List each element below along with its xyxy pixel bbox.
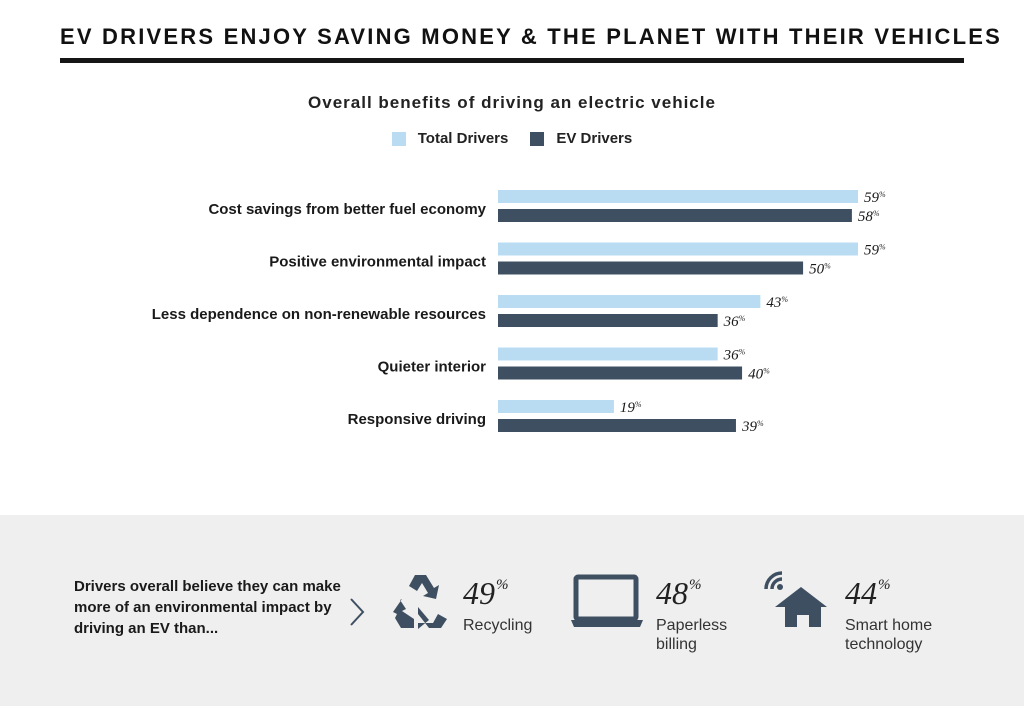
data-label-ev: 58% — [858, 209, 880, 225]
category-label: Quieter interior — [378, 359, 487, 376]
recycling-icon — [393, 575, 447, 629]
legend-item-ev: EV Drivers — [530, 130, 632, 147]
data-label-ev: 36% — [723, 314, 746, 330]
chart-title: Overall benefits of driving an electric … — [308, 93, 716, 112]
bottom-panel: Drivers overall believe they can make mo… — [0, 515, 1024, 706]
legend-label-total: Total Drivers — [417, 130, 509, 147]
data-label-ev: 40% — [748, 367, 770, 383]
bar-total — [498, 295, 761, 308]
category-label: Responsive driving — [348, 411, 486, 428]
title-divider — [60, 58, 964, 63]
bar-ev — [498, 261, 804, 275]
data-label-total: 59% — [864, 243, 886, 259]
bar-total — [498, 190, 858, 203]
category-label: Less dependence on non-renewable resourc… — [152, 306, 486, 323]
category-label: Positive environmental impact — [269, 254, 486, 271]
data-label-total: 43% — [766, 295, 788, 311]
data-label-total: 59% — [864, 190, 886, 206]
page-title: EV DRIVERS ENJOY SAVING MONEY & THE PLAN… — [60, 24, 1002, 49]
stat-label-smart-home: Smart home technology — [845, 617, 933, 653]
bar-total — [498, 242, 858, 256]
bar-ev — [498, 419, 736, 432]
stat-value-recycling: 49% — [463, 575, 509, 611]
stat-label-recycling: Recycling — [463, 617, 533, 634]
stat-value-paperless: 48% — [656, 575, 702, 611]
bar-ev — [498, 209, 852, 222]
data-label-total: 19% — [620, 400, 642, 416]
bar-total — [498, 400, 614, 413]
legend-swatch-total — [391, 131, 406, 146]
bar-ev — [498, 366, 743, 380]
chart-legend: Total Drivers EV Drivers — [0, 130, 1024, 147]
stat-value-smart-home: 44% — [845, 575, 891, 611]
bar-total — [498, 347, 718, 361]
bar-ev — [498, 314, 718, 327]
data-label-total: 36% — [723, 348, 746, 364]
data-label-ev: 50% — [809, 262, 831, 278]
bottom-statement: Drivers overall believe they can make mo… — [74, 578, 341, 637]
chevron-right-icon — [350, 598, 365, 626]
bar-chart: Cost savings from better fuel economy 59%… — [152, 190, 886, 435]
category-label: Cost savings from better fuel economy — [208, 201, 486, 218]
laptop-icon — [571, 574, 643, 627]
smart-home-icon — [764, 571, 827, 627]
stat-label-paperless: Paperless billing — [656, 617, 728, 653]
legend-item-total: Total Drivers — [391, 130, 509, 147]
legend-label-ev: EV Drivers — [556, 130, 633, 147]
legend-swatch-ev — [530, 131, 545, 146]
data-label-ev: 39% — [741, 419, 764, 435]
